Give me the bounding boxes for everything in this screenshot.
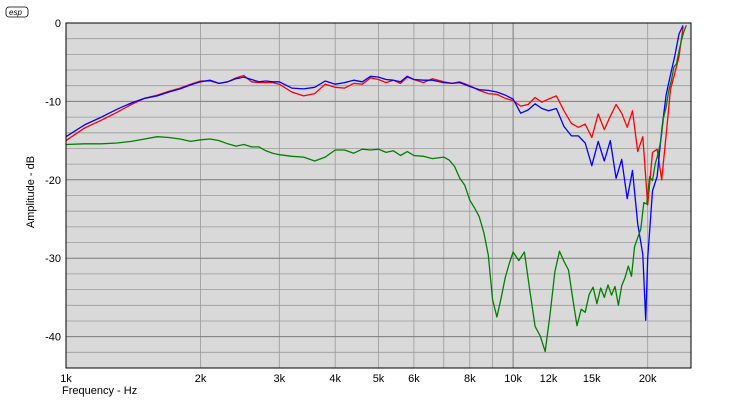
x-axis-tick-labels: 1k 2k 3k 4k 5k 6k 8k 10k 12k 15k 20k [60, 373, 657, 385]
x-tick-label: 8k [464, 373, 476, 385]
y-tick-label: -10 [45, 96, 61, 108]
x-tick-label: 12k [540, 373, 558, 385]
y-tick-label: -30 [45, 253, 61, 265]
x-tick-label: 1k [60, 373, 72, 385]
x-tick-label: 2k [195, 373, 207, 385]
svg-text:esp: esp [9, 8, 22, 17]
series-line-3 [65, 25, 687, 353]
y-axis-title: Amplitude - dB [25, 156, 37, 228]
x-tick-label: 20k [639, 373, 657, 385]
plot-frame [65, 22, 692, 369]
x-tick-label: 15k [583, 373, 601, 385]
y-tick-label: -40 [45, 332, 61, 344]
series-line-2 [65, 25, 684, 321]
esp-logo: esp [5, 6, 29, 18]
y-tick-label: 0 [55, 18, 61, 30]
x-tick-label: 5k [373, 373, 385, 385]
x-axis-title: Frequency - Hz [62, 385, 137, 397]
x-tick-label: 3k [273, 373, 285, 385]
y-axis-tick-labels: 0 -10 -20 -30 -40 [45, 18, 61, 344]
x-tick-label: 4k [329, 373, 341, 385]
y-tick-label: -20 [45, 175, 61, 187]
series-layer [65, 25, 687, 353]
x-tick-label: 10k [504, 373, 522, 385]
x-tick-label: 6k [408, 373, 420, 385]
